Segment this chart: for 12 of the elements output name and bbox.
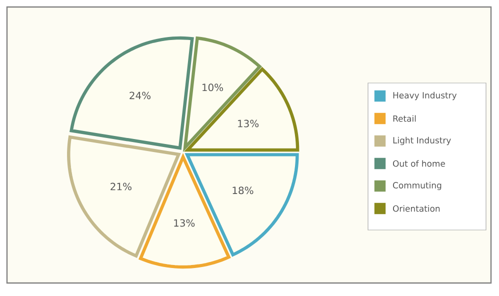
data-label: 18% bbox=[232, 186, 254, 194]
data-label: 13% bbox=[174, 219, 195, 227]
legend-label: Retail bbox=[393, 115, 416, 122]
data-label: 24% bbox=[130, 92, 151, 100]
legend-label: Heavy Industry bbox=[393, 92, 457, 100]
data-label: 10% bbox=[202, 84, 224, 92]
data-label: 21% bbox=[110, 182, 132, 190]
legend-label: Commuting bbox=[392, 182, 442, 190]
legend-label: Out of home bbox=[392, 160, 445, 167]
legend-label: Light Industry bbox=[393, 136, 451, 146]
legend-label: Orientation bbox=[392, 205, 440, 212]
data-label: 13% bbox=[238, 120, 259, 128]
